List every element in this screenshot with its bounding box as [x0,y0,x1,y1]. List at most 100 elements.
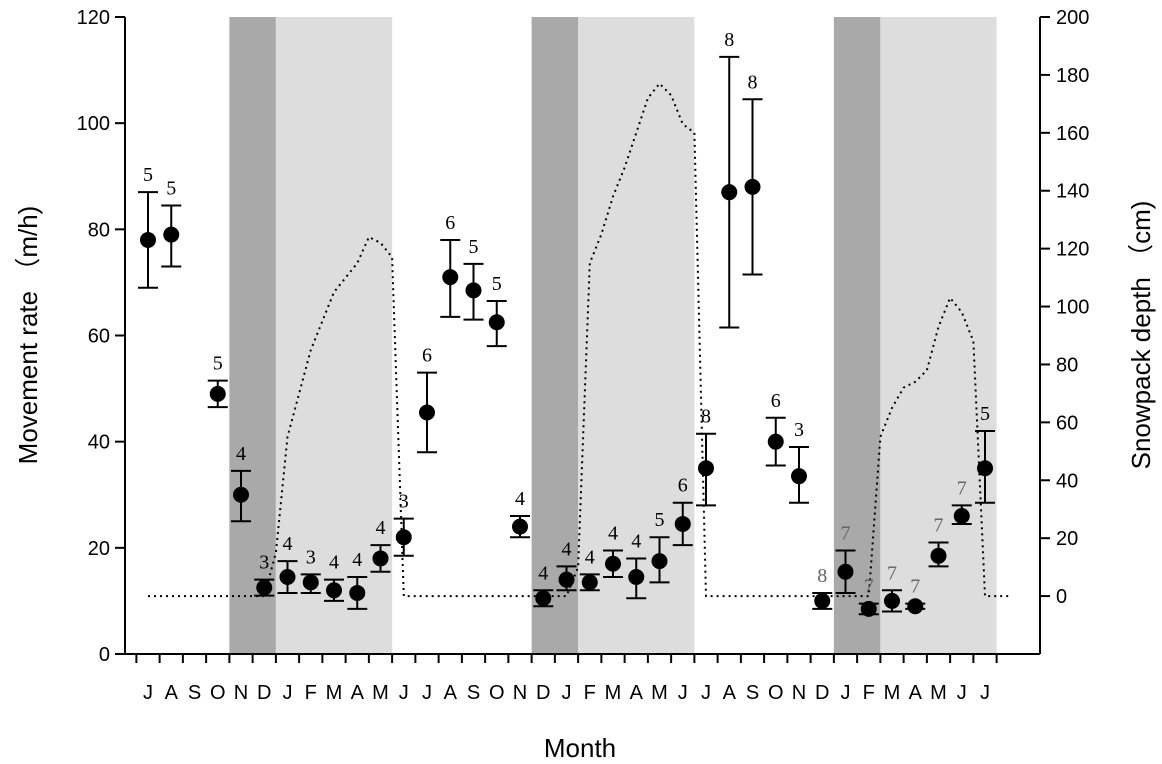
data-point [884,592,900,609]
sample-size-label: 6 [678,475,688,497]
x-tick-label: D [536,682,550,704]
x-tick-label: J [980,682,990,704]
data-point [279,569,296,586]
x-tick-label: S [467,682,480,704]
sample-size-label: 6 [771,390,781,412]
y-right-tick-label: 140 [1056,181,1089,203]
y-right-tick-label: 200 [1056,7,1089,29]
sample-size-label: 4 [562,538,572,560]
x-tick-label: A [630,682,644,704]
sample-size-label: 5 [469,236,479,258]
data-point [512,518,528,535]
x-tick-label: F [863,682,875,704]
data-point [209,385,226,402]
x-tick-label: J [143,682,153,704]
x-tick-label: S [188,682,201,704]
x-axis-title: Month [544,733,616,763]
data-point [419,404,435,421]
sample-size-label: 4 [376,517,386,539]
data-point [977,460,993,477]
data-point [698,460,714,477]
y-right-tick-label: 80 [1056,354,1078,376]
sample-size-label: 8 [748,71,758,93]
sample-size-label: 5 [492,273,502,295]
x-tick-label: M [884,682,901,704]
data-point [349,584,366,601]
data-point [605,555,621,572]
x-tick-label: J [701,682,711,704]
x-tick-label: D [257,682,271,704]
sample-size-label: 4 [585,546,595,568]
sample-size-label: 4 [631,530,641,552]
sample-size-label: 7 [841,522,851,544]
x-tick-label: J [841,682,851,704]
x-tick-label: D [815,682,829,704]
shade-light-3 [578,17,695,654]
data-point [395,529,412,546]
sample-size-label: 4 [352,549,362,571]
data-point [163,226,180,243]
shade-dark-0 [229,17,276,654]
x-tick-label: N [792,682,806,704]
y-right-tick-label: 100 [1056,297,1089,319]
sample-size-label: 5 [166,177,176,199]
x-tick-label: A [165,682,179,704]
data-point [907,598,924,615]
x-tick-label: A [909,682,923,704]
sample-size-label: 4 [283,533,293,555]
x-tick-label: O [489,682,505,704]
x-tick-label: J [678,682,688,704]
y-left-tick-label: 0 [99,644,110,666]
x-tick-label: F [584,682,596,704]
x-tick-label: O [768,682,784,704]
shaded-periods [229,17,997,654]
sample-size-label: 5 [143,164,153,186]
x-tick-label: J [399,682,409,704]
data-point [837,563,854,580]
sample-size-label: 4 [329,552,339,574]
y-axis-left-title: Movement rate （m/h) [13,206,43,465]
x-tick-label: J [422,682,432,704]
y-left-tick-label: 20 [88,538,110,560]
shade-dark-4 [833,17,881,654]
sample-size-label: 3 [259,552,269,574]
data-point [558,571,575,588]
sample-size-label: 8 [817,565,827,587]
sample-size-label: 3 [399,491,409,513]
data-point [674,515,691,532]
x-tick-label: A [351,682,365,704]
data-point [256,579,273,596]
sample-size-label: 6 [422,345,432,367]
y-right-tick-label: 20 [1056,528,1078,550]
snowpack-series [148,82,1009,598]
sample-size-label: 5 [213,353,223,375]
sample-size-label: 8 [724,29,734,51]
x-tick-label: O [210,682,226,704]
axes: 0 20 40 60 80 100 120 0 20 40 60 80 100 120 140 160 180 2… [77,7,1090,704]
sample-size-label: 4 [515,488,525,510]
x-tick-label: A [723,682,737,704]
data-point [791,468,807,485]
sample-size-label: 4 [608,522,618,544]
data-point [442,269,459,286]
sample-size-label: 3 [794,419,804,441]
data-point [302,574,319,591]
y-left-tick-label: 100 [77,113,110,135]
data-point [488,314,505,331]
x-tick-label: F [305,682,317,704]
y-left-tick-label: 80 [88,219,110,241]
x-tick-label: J [562,682,572,704]
x-tick-label: J [283,682,293,704]
data-point [140,231,156,248]
x-tick-label: M [651,682,668,704]
x-tick-label: N [234,682,248,704]
data-point [744,178,761,195]
data-point [535,590,552,607]
data-point [233,486,249,503]
x-tick-label: J [957,682,967,704]
shade-dark-2 [531,17,579,654]
x-tick-label: M [326,682,343,704]
sample-size-label: 7 [957,477,967,499]
data-point [767,433,784,450]
